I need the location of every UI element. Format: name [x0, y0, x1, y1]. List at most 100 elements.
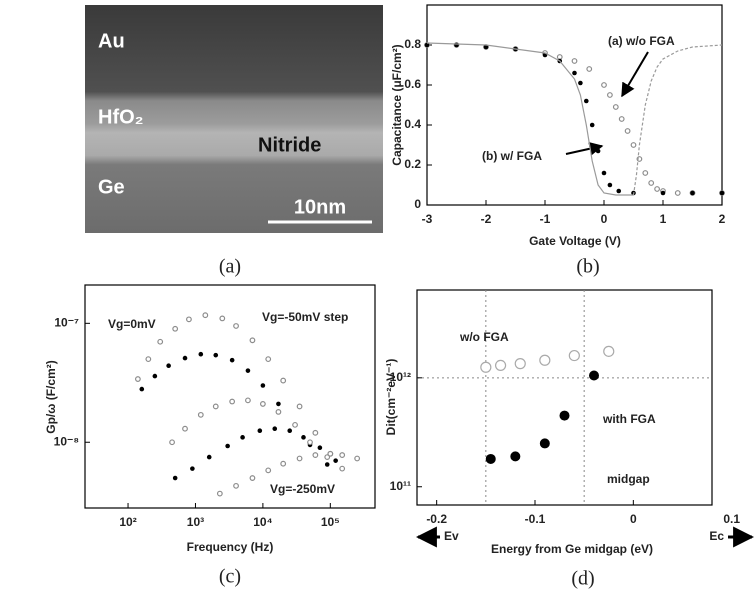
annotation: Ev — [444, 529, 459, 543]
data-point — [301, 435, 306, 440]
x-tick-label: 10⁵ — [321, 515, 340, 529]
data-point — [240, 435, 245, 440]
data-point — [260, 383, 266, 388]
data-point — [233, 323, 239, 329]
data-point — [339, 465, 346, 472]
data-point — [654, 186, 660, 192]
data-point — [280, 377, 287, 384]
plot-frame — [416, 289, 713, 506]
data-point — [296, 455, 303, 462]
data-point — [134, 376, 141, 382]
annotation: (a) w/o FGA — [608, 34, 675, 48]
data-point — [257, 428, 263, 434]
x-tick-label: -0.2 — [426, 512, 447, 526]
data-point — [648, 180, 655, 186]
data-point — [480, 361, 492, 373]
y-tick-label: 10¹² — [390, 370, 411, 384]
x-tick-label: 10² — [119, 515, 136, 529]
y-tick-label: 0.4 — [404, 117, 421, 131]
data-point — [333, 458, 338, 463]
x-tick-label: -3 — [422, 212, 433, 226]
x-axis-label: Energy from Ge midgap (eV) — [491, 542, 653, 556]
layer-label: Au — [98, 30, 125, 52]
data-point — [571, 58, 578, 64]
data-point — [182, 425, 188, 432]
data-point — [595, 148, 601, 154]
data-point — [287, 428, 293, 434]
data-point — [276, 401, 281, 407]
y-tick-label: 0.8 — [404, 37, 421, 51]
data-point — [612, 104, 619, 110]
data-point — [354, 455, 361, 462]
data-point — [259, 401, 266, 407]
data-point — [317, 445, 323, 450]
annotation: Ec — [709, 529, 724, 543]
tem-image — [85, 5, 383, 233]
x-tick-label: 10³ — [187, 515, 204, 529]
annotation: Vg=-50mV step — [262, 310, 348, 324]
y-tick-label: 10⁻⁸ — [54, 434, 79, 448]
data-point — [578, 80, 583, 86]
arrow — [565, 141, 604, 156]
x-tick-label: -1 — [540, 212, 551, 226]
y-axis-label: Gp/ω (F/cm²) — [44, 360, 58, 433]
y-tick-label: 0.6 — [404, 77, 421, 91]
data-point — [152, 373, 158, 379]
data-point — [190, 466, 195, 471]
data-point — [312, 452, 319, 458]
data-point — [674, 190, 681, 196]
data-point — [145, 356, 152, 363]
data-point — [219, 315, 226, 322]
tem-panel: Au HfO₂ Nitride Ge 10nm — [85, 5, 383, 233]
data-point — [494, 359, 507, 372]
data-point — [514, 358, 526, 370]
arrow — [621, 51, 649, 98]
data-point — [229, 357, 235, 363]
data-point — [166, 363, 171, 369]
data-point — [172, 325, 179, 332]
data-point — [249, 337, 256, 344]
data-point — [616, 188, 622, 194]
x-axis-label: Gate Voltage (V) — [529, 234, 621, 248]
data-point — [296, 403, 303, 410]
plot-frame — [426, 4, 723, 206]
layer-label: HfO₂ — [98, 106, 144, 128]
y-axis-label: Dit(cm⁻²eV⁻¹) — [384, 359, 398, 436]
caption: (c) — [219, 566, 241, 588]
data-point — [213, 352, 219, 358]
plot-frame — [84, 284, 376, 509]
data-point — [216, 490, 223, 497]
y-tick-label: 10⁻⁷ — [54, 315, 79, 329]
data-point — [327, 450, 334, 457]
y-tick-label: 10¹¹ — [390, 479, 411, 493]
annotation: (b) w/ FGA — [482, 149, 542, 163]
x-tick-label: 1 — [660, 212, 667, 226]
data-point — [245, 368, 251, 373]
scale-bar-label: 10nm — [294, 196, 346, 218]
data-point — [186, 316, 192, 323]
data-point — [172, 475, 178, 481]
data-point — [139, 386, 145, 392]
annotation: Vg=0mV — [108, 317, 156, 331]
series-line — [632, 44, 723, 196]
data-point — [233, 482, 239, 489]
caption: (d) — [571, 568, 594, 590]
data-point — [601, 82, 607, 88]
x-tick-label: 0 — [601, 212, 608, 226]
data-point — [483, 44, 489, 50]
data-point — [485, 453, 496, 464]
data-point — [275, 408, 282, 415]
data-point — [510, 451, 521, 462]
data-point — [265, 467, 272, 474]
data-point — [272, 426, 278, 431]
data-point — [307, 439, 313, 446]
x-tick-label: 2 — [719, 212, 726, 226]
data-point — [202, 312, 209, 319]
data-point — [197, 411, 204, 418]
data-point — [312, 429, 319, 436]
data-point — [618, 116, 625, 122]
data-point — [660, 190, 666, 196]
data-point — [229, 398, 236, 405]
y-tick-label: 0.2 — [404, 157, 421, 171]
data-point — [624, 128, 631, 134]
